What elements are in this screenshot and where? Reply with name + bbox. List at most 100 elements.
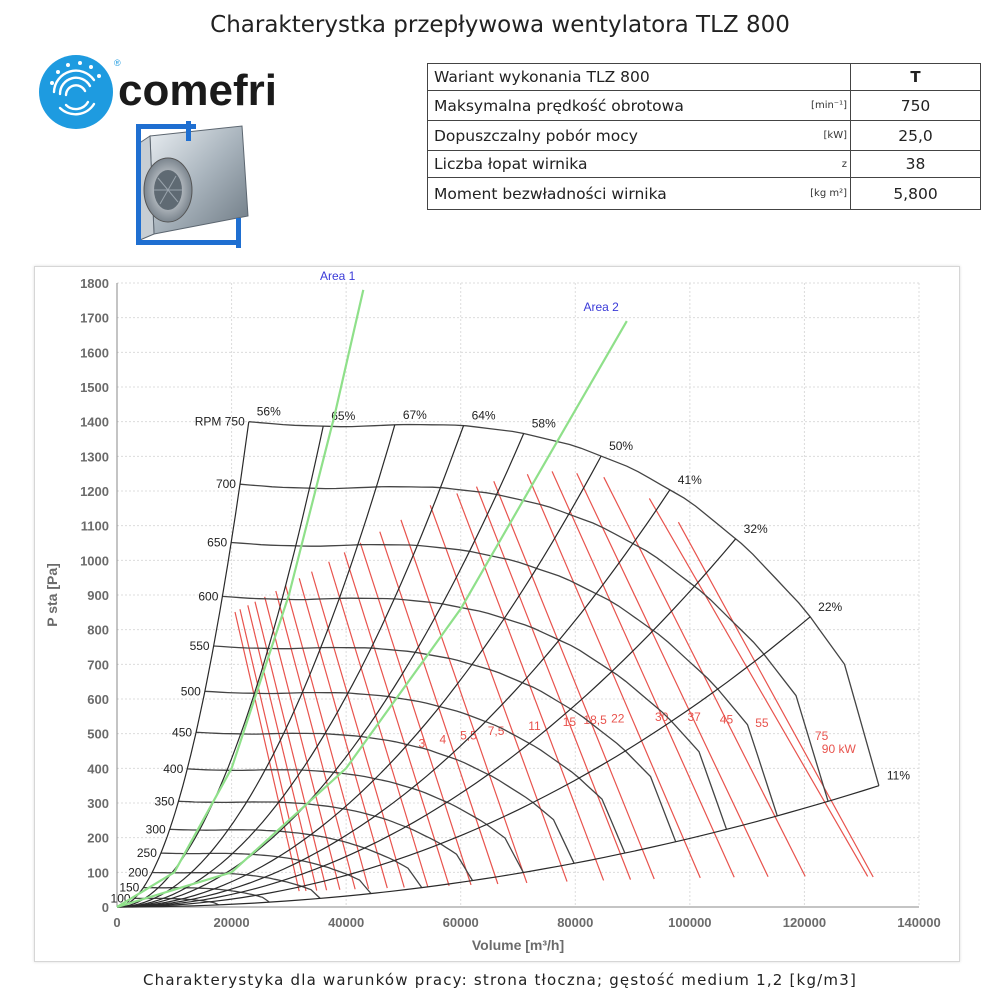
rpm-curve (248, 421, 880, 786)
spec-row-label: Moment bezwładności wirnika (427, 177, 774, 210)
y-tick-label: 100 (87, 865, 109, 880)
power-line (603, 476, 806, 877)
power-line (239, 609, 307, 892)
rpm-curve (222, 595, 728, 830)
power-line (234, 611, 300, 892)
spec-row-value: 25,0 (850, 120, 981, 151)
efficiency-line (116, 425, 465, 908)
power-line (551, 471, 735, 878)
efficiency-line-label: 41% (678, 473, 702, 487)
spec-row: Maksymalna prędkość obrotowa [min⁻¹] 750 (427, 90, 981, 121)
y-tick-label: 1200 (80, 484, 109, 499)
y-tick-label: 200 (87, 831, 109, 846)
y-tick-label: 1800 (80, 276, 109, 291)
power-line-label: 45 (720, 713, 734, 727)
spec-row-unit: [kg m²] (774, 177, 851, 210)
spec-row-label: Dopuszczalny pobór mocy (427, 120, 774, 151)
spec-row-value: 750 (850, 90, 981, 121)
efficiency-line (117, 616, 811, 908)
spec-row: Moment bezwładności wirnika [kg m²] 5,80… (427, 177, 981, 210)
y-tick-label: 900 (87, 588, 109, 603)
rpm-curve (239, 483, 829, 802)
power-line (247, 605, 318, 891)
spec-table: Wariant wykonania TLZ 800 T Maksymalna p… (427, 63, 981, 210)
rpm-curve (152, 871, 321, 899)
efficiency-line-label: 58% (532, 416, 556, 430)
spec-row-label: Liczba łopat wirnika (427, 150, 774, 178)
y-tick-label: 1300 (80, 449, 109, 464)
y-tick-label: 600 (87, 692, 109, 707)
power-line-label: 90 kW (822, 742, 857, 756)
power-line-label: 30 (655, 710, 669, 724)
fan-characteristic-chart: 0 20000 40000 60000 80000 100000 120000 140000 0… (34, 266, 960, 962)
power-line-label: 22 (611, 711, 625, 725)
spec-row-label: Maksymalna prędkość obrotowa (427, 90, 774, 121)
power-line-label: 4 (439, 733, 446, 747)
power-line (254, 601, 328, 891)
x-axis-label: Volume [m³/h] (472, 937, 564, 953)
efficiency-line (116, 455, 602, 908)
efficiency-line-label: 11% (887, 769, 910, 783)
rpm-curve-label: 250 (137, 846, 157, 860)
x-tick-label: 40000 (328, 915, 364, 930)
efficiency-line-label: 67% (403, 408, 427, 422)
x-tick-label: 80000 (557, 915, 593, 930)
spec-row: Dopuszczalny pobór mocy [kW] 25,0 (427, 120, 981, 151)
y-tick-label: 800 (87, 623, 109, 638)
rpm-curve (231, 541, 778, 817)
spec-row-unit: z (774, 150, 851, 178)
variant-value: T (850, 63, 981, 91)
rpm-curve-label: 600 (198, 589, 218, 603)
y-tick-label: 500 (87, 727, 109, 742)
power-line (275, 590, 356, 890)
power-line (285, 585, 370, 889)
power-line (677, 521, 874, 878)
efficiency-line (116, 426, 324, 908)
spec-row: Liczba łopat wirnika z 38 (427, 150, 981, 178)
logo-wordmark: comefri (118, 66, 277, 115)
x-tick-label: 60000 (443, 915, 479, 930)
y-tick-label: 1100 (81, 519, 109, 534)
rpm-curve-label: 200 (128, 865, 148, 879)
fan-product-image (130, 118, 255, 253)
rpm-curve-label: RPM 750 (195, 415, 245, 429)
rpm-curve-label: 400 (163, 762, 183, 776)
y-tick-label: 1400 (80, 415, 109, 430)
rpm-curve (187, 768, 524, 873)
y-tick-label: 0 (102, 900, 109, 915)
y-tick-label: 700 (87, 657, 109, 672)
area-line-label: Area 1 (320, 269, 356, 283)
rpm-curve-label: 150 (119, 881, 139, 895)
chart-svg: 0 20000 40000 60000 80000 100000 120000 140000 0… (44, 269, 941, 953)
x-tick-label: 100000 (668, 915, 711, 930)
efficiency-line (117, 538, 737, 908)
power-line-label: 37 (687, 710, 701, 724)
y-tick-label: 300 (87, 796, 109, 811)
logo-circle-icon (39, 55, 113, 129)
rpm-curve-label: 700 (216, 477, 236, 491)
rpm-curve-label: 500 (181, 684, 201, 698)
efficiency-line (117, 489, 671, 908)
y-tick-label: 1600 (80, 345, 109, 360)
rpm-curve-label: 350 (154, 794, 174, 808)
efficiency-line (117, 785, 880, 908)
spec-row-value: 38 (850, 150, 981, 178)
rpm-curve (204, 690, 626, 854)
power-line-label: 18,5 (583, 713, 607, 727)
rpm-curve-label: 650 (207, 535, 227, 549)
power-line (456, 493, 605, 881)
power-line (526, 474, 701, 879)
y-axis-label: P sta [Pa] (44, 563, 60, 627)
page-title: Charakterystka przepływowa wentylatora T… (210, 12, 790, 38)
rpm-curve-label: 300 (146, 822, 166, 836)
power-line (493, 481, 655, 880)
efficiency-line-label: 56% (257, 405, 281, 419)
rpm-curve (143, 886, 270, 903)
power-line (359, 542, 472, 886)
power-line (264, 596, 341, 890)
spec-row-value: 5,800 (850, 177, 981, 210)
efficiency-line-label: 22% (818, 600, 842, 614)
y-tick-label: 1500 (80, 380, 109, 395)
footer-note: Charakterystyka dla warunków pracy: stro… (142, 971, 858, 989)
power-line-label: 15 (563, 715, 577, 729)
